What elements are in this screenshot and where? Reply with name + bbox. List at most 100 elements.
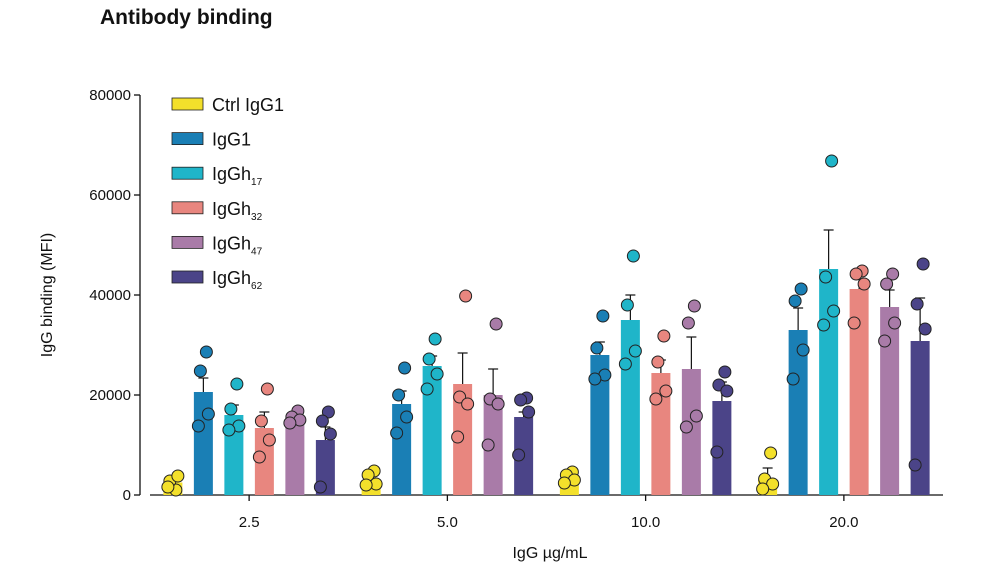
- data-point: [796, 343, 810, 357]
- data-point: [681, 316, 695, 330]
- data-point: [910, 297, 924, 311]
- y-tick-label: 80000: [89, 87, 131, 104]
- data-point: [321, 405, 335, 419]
- legend-subscript: 32: [251, 212, 263, 223]
- legend-label: Ctrl IgG1: [212, 95, 284, 115]
- legend-label: IgGh32: [212, 199, 263, 223]
- data-point: [193, 364, 207, 378]
- data-point: [260, 382, 274, 396]
- legend-swatch: [171, 201, 204, 215]
- bar: [880, 307, 900, 495]
- data-point: [461, 397, 475, 411]
- legend-name: IgGh: [212, 268, 251, 288]
- data-point: [878, 334, 892, 348]
- legend-subscript: 62: [251, 281, 263, 292]
- data-point: [422, 352, 436, 366]
- data-point: [557, 476, 571, 490]
- data-point: [659, 384, 673, 398]
- data-point: [392, 388, 406, 402]
- data-point: [430, 367, 444, 381]
- data-point: [649, 392, 663, 406]
- data-point: [428, 332, 442, 346]
- data-point: [491, 397, 505, 411]
- data-point: [847, 316, 861, 330]
- legend-label: IgG1: [212, 130, 251, 150]
- data-point: [590, 341, 604, 355]
- data-point: [710, 445, 724, 459]
- data-point: [451, 430, 465, 444]
- data-point: [400, 410, 414, 424]
- data-point: [459, 289, 473, 303]
- data-point: [230, 377, 244, 391]
- data-point: [908, 458, 922, 472]
- data-point: [825, 154, 839, 168]
- data-point: [262, 433, 276, 447]
- data-point: [849, 267, 863, 281]
- legend-label: IgGh62: [212, 268, 263, 292]
- data-point: [618, 357, 632, 371]
- chart-title: Antibody binding: [100, 6, 273, 29]
- data-point: [315, 414, 329, 428]
- data-point: [514, 393, 528, 407]
- data-point: [886, 267, 900, 281]
- legend-name: IgG1: [212, 130, 251, 150]
- data-point: [689, 409, 703, 423]
- x-tick-label: 5.0: [437, 514, 458, 531]
- y-axis-label: IgG binding (MFI): [39, 233, 56, 357]
- legend-label: IgGh17: [212, 164, 263, 188]
- data-point: [171, 469, 185, 483]
- data-point: [252, 450, 266, 464]
- x-tick-label: 20.0: [829, 514, 858, 531]
- data-point: [888, 316, 902, 330]
- data-point: [420, 382, 434, 396]
- legend-swatch: [171, 97, 204, 111]
- data-point: [679, 420, 693, 434]
- bar: [422, 366, 442, 495]
- bar: [285, 419, 305, 495]
- data-point: [390, 426, 404, 440]
- legend-swatch: [171, 132, 204, 146]
- data-point: [788, 294, 802, 308]
- data-point: [481, 438, 495, 452]
- data-point: [313, 480, 327, 494]
- data-point: [199, 345, 213, 359]
- bar: [788, 330, 808, 495]
- data-point: [786, 372, 800, 386]
- data-point: [489, 317, 503, 331]
- legend-name: Ctrl IgG1: [212, 95, 284, 115]
- data-point: [161, 480, 175, 494]
- data-point: [918, 322, 932, 336]
- data-point: [254, 414, 268, 428]
- legend-label: IgGh47: [212, 233, 263, 257]
- data-point: [323, 427, 337, 441]
- data-point: [651, 355, 665, 369]
- bar: [590, 355, 610, 495]
- x-axis-label: IgG µg/mL: [512, 545, 587, 562]
- data-point: [819, 270, 833, 284]
- data-point: [764, 446, 778, 460]
- legend-swatch: [171, 166, 204, 180]
- data-point: [657, 329, 671, 343]
- data-point: [596, 309, 610, 323]
- x-tick-label: 10.0: [631, 514, 660, 531]
- data-point: [359, 478, 373, 492]
- data-point: [687, 299, 701, 313]
- data-point: [718, 365, 732, 379]
- data-point: [827, 304, 841, 318]
- data-point: [222, 423, 236, 437]
- data-point: [916, 257, 930, 271]
- legend-swatch: [171, 270, 204, 284]
- data-point: [857, 277, 871, 291]
- y-tick-label: 0: [123, 487, 131, 504]
- bar: [681, 369, 701, 495]
- data-point: [224, 402, 238, 416]
- legend-name: IgGh: [212, 164, 251, 184]
- data-point: [283, 416, 297, 430]
- legend-subscript: 47: [251, 246, 263, 257]
- data-point: [398, 361, 412, 375]
- bar: [849, 289, 869, 495]
- data-point: [880, 277, 894, 291]
- data-point: [756, 482, 770, 496]
- data-point: [794, 282, 808, 296]
